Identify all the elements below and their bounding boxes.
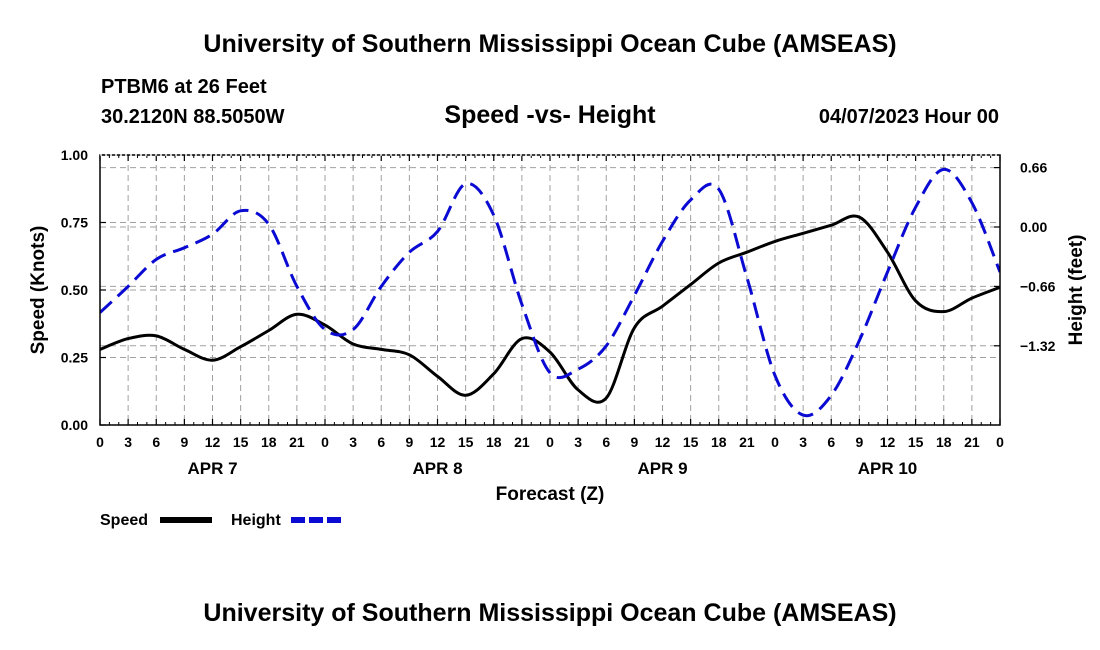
- run-time: 04/07/2023 Hour 00: [818, 106, 999, 128]
- x-tick-label: 6: [377, 434, 385, 450]
- x-tick-label: 0: [96, 434, 104, 450]
- station-name: PTBM6 at 26 Feet: [101, 76, 267, 98]
- y-axis-right-title: Height (feet): [1066, 235, 1087, 346]
- y-tick-label: 1.00: [61, 147, 88, 163]
- x-tick-label: 9: [630, 434, 638, 450]
- x-tick-label: 9: [405, 434, 413, 450]
- main-title: University of Southern Mississippi Ocean…: [203, 30, 897, 58]
- x-tick-label: 18: [261, 434, 277, 450]
- ticks: [99, 154, 1001, 426]
- axis-labels: 0 3 6 9 12 15 18 21 0 3 6 9 12 15 18 21 0 3 6 9 12 15 18 21 0 3 6 9…: [61, 147, 1056, 478]
- x-tick-label: 12: [430, 434, 446, 450]
- x-tick-label: 9: [855, 434, 863, 450]
- legend-speed-label: Speed: [100, 512, 148, 529]
- station-coords: 30.2120N 88.5050W: [101, 106, 285, 128]
- y-tick-label: 0.25: [61, 350, 88, 366]
- y-axis-title: Speed (Knots): [28, 226, 49, 355]
- day-label: APR 9: [637, 459, 687, 478]
- x-tick-label: 15: [908, 434, 924, 450]
- grid: [100, 155, 1000, 425]
- y-right-tick-label: 0.66: [1020, 160, 1047, 176]
- x-tick-label: 0: [321, 434, 329, 450]
- x-axis-title: Forecast (Z): [496, 484, 605, 505]
- x-tick-label: 3: [124, 434, 132, 450]
- x-tick-label: 21: [514, 434, 530, 450]
- y-right-tick-label: 0.00: [1020, 219, 1047, 235]
- x-tick-label: 0: [771, 434, 779, 450]
- x-tick-label: 18: [936, 434, 952, 450]
- day-label: APR 8: [412, 459, 462, 478]
- x-tick-label: 12: [655, 434, 671, 450]
- y-tick-label: 0.50: [61, 282, 88, 298]
- y-right-tick-label: −0.66: [1020, 278, 1056, 294]
- y-tick-label: 0.00: [61, 417, 88, 433]
- legend-height-label: Height: [231, 512, 281, 529]
- legend: Speed Height: [100, 512, 343, 529]
- x-tick-label: 15: [233, 434, 249, 450]
- footer-title: University of Southern Mississippi Ocean…: [203, 599, 897, 627]
- x-tick-label: 21: [289, 434, 305, 450]
- day-label: APR 10: [858, 459, 918, 478]
- chart-title: Speed -vs- Height: [444, 101, 656, 129]
- day-label: APR 7: [187, 459, 237, 478]
- x-tick-label: 3: [799, 434, 807, 450]
- speed-series-line: [100, 214, 1000, 404]
- x-tick-label: 3: [574, 434, 582, 450]
- x-tick-label: 9: [180, 434, 188, 450]
- x-tick-label: 12: [880, 434, 896, 450]
- x-tick-label: 6: [827, 434, 835, 450]
- x-tick-label: 0: [996, 434, 1004, 450]
- x-tick-label: 21: [739, 434, 755, 450]
- x-tick-label: 3: [349, 434, 357, 450]
- x-tick-label: 0: [546, 434, 554, 450]
- x-tick-label: 18: [486, 434, 502, 450]
- x-tick-label: 6: [152, 434, 160, 450]
- x-tick-label: 21: [964, 434, 980, 450]
- y-right-tick-label: −1.32: [1020, 338, 1056, 354]
- x-tick-label: 12: [205, 434, 221, 450]
- x-tick-label: 6: [602, 434, 610, 450]
- x-tick-label: 15: [683, 434, 699, 450]
- y-tick-label: 0.75: [61, 215, 88, 231]
- x-tick-label: 15: [458, 434, 474, 450]
- x-tick-label: 18: [711, 434, 727, 450]
- series: [100, 167, 1000, 418]
